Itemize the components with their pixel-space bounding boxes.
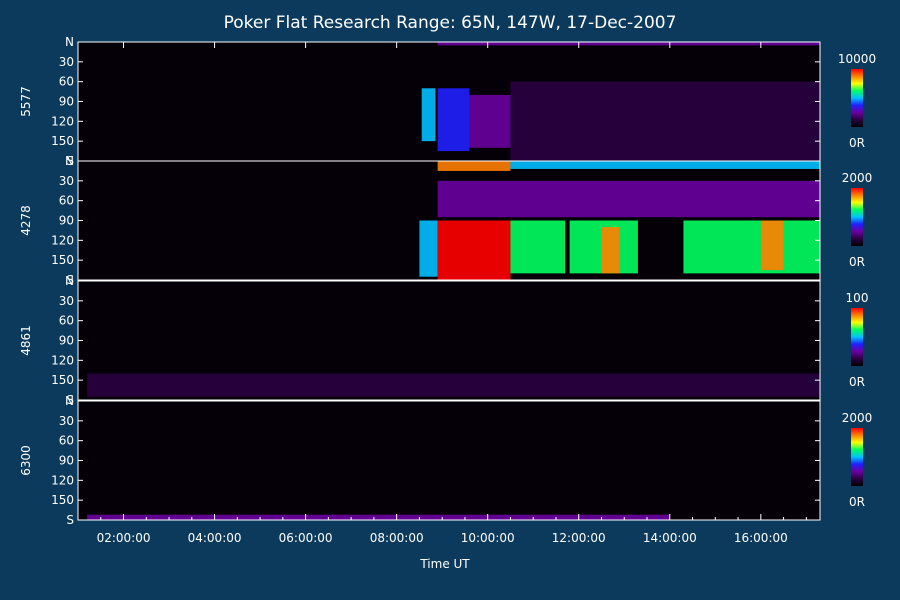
y-tick-label: S [66, 393, 74, 407]
y-tick-label: S [66, 513, 74, 527]
y-tick-label: 30 [59, 294, 74, 308]
y-tick-label: 90 [59, 454, 74, 468]
intensity-region [437, 161, 511, 171]
y-tick-label: 60 [59, 434, 74, 448]
y-tick-label: 150 [51, 253, 74, 267]
x-tick-label: 14:00:00 [643, 531, 697, 545]
x-tick-label: 02:00:00 [97, 531, 151, 545]
y-tick-label: 150 [51, 493, 74, 507]
y-tick-label: 90 [59, 214, 74, 228]
y-tick-label: N [65, 35, 74, 49]
colorbar-max-label: 2000 [842, 411, 873, 425]
y-tick-label: 60 [59, 75, 74, 89]
intensity-region [510, 220, 566, 274]
x-tick-label: 08:00:00 [370, 531, 424, 545]
intensity-region [760, 220, 784, 271]
intensity-region [87, 514, 670, 520]
x-tick-label: 16:00:00 [734, 531, 788, 545]
panel-6300: N 30 60 90 120 150 S 6300 2000 0R [19, 394, 872, 527]
intensity-region [437, 180, 820, 218]
panel-background [78, 401, 820, 520]
intensity-region [510, 81, 820, 161]
intensity-region [510, 161, 820, 169]
y-tick-label: 120 [51, 353, 74, 367]
y-tick-label: 60 [59, 314, 74, 328]
colorbar-min-label: 0R [849, 255, 865, 269]
y-tick-label: 60 [59, 194, 74, 208]
y-tick-label: S [66, 273, 74, 287]
x-tick-label: 12:00:00 [552, 531, 606, 545]
intensity-region [437, 88, 470, 152]
y-tick-label: 30 [59, 414, 74, 428]
x-tick-label: 06:00:00 [279, 531, 333, 545]
intensity-region [437, 220, 511, 280]
colorbar [851, 308, 863, 366]
y-tick-label: 90 [59, 334, 74, 348]
colorbar-max-label: 100 [846, 291, 869, 305]
intensity-region [421, 88, 436, 142]
intensity-region [601, 227, 620, 274]
y-tick-label: 120 [51, 233, 74, 247]
panel-label: 4278 [19, 205, 33, 236]
colorbar-min-label: 0R [849, 375, 865, 389]
y-tick-label: 150 [51, 373, 74, 387]
panel-label: 4861 [19, 325, 33, 356]
y-tick-label: N [65, 394, 74, 408]
panels: N 30 60 90 120 150 S 5577 10000 0R N 30 60 90 120 150 S 4… [19, 35, 876, 527]
y-tick-label: 120 [51, 114, 74, 128]
colorbar-min-label: 0R [849, 136, 865, 150]
intensity-region [87, 373, 820, 397]
y-tick-label: 30 [59, 55, 74, 69]
colorbar-min-label: 0R [849, 495, 865, 509]
colorbar [851, 69, 863, 127]
panel-5577: N 30 60 90 120 150 S 5577 10000 0R [19, 35, 876, 168]
x-axis: 02:00:00 04:00:00 06:00:00 08:00:00 10:00:00… [97, 42, 807, 545]
chart-title: Poker Flat Research Range: 65N, 147W, 17… [224, 13, 677, 33]
x-tick-label: 10:00:00 [461, 531, 515, 545]
y-tick-label: 30 [59, 174, 74, 188]
x-axis-label: Time UT [419, 557, 470, 571]
x-tick-label: 04:00:00 [188, 531, 242, 545]
y-tick-label: S [66, 154, 74, 168]
panel-label: 6300 [19, 445, 33, 476]
intensity-region [683, 220, 820, 274]
colorbar-max-label: 2000 [842, 171, 873, 185]
colorbar [851, 188, 863, 246]
y-tick-label: N [65, 274, 74, 288]
y-tick-label: 150 [51, 134, 74, 148]
intensity-region [437, 42, 820, 46]
colorbar-max-label: 10000 [838, 52, 876, 66]
intensity-region [419, 220, 438, 277]
intensity-region [469, 94, 511, 148]
panel-label: 5577 [19, 86, 33, 117]
colorbar [851, 428, 863, 486]
panel-4861: N 30 60 90 120 150 S 4861 100 0R [19, 274, 868, 407]
y-tick-label: N [65, 154, 74, 168]
y-tick-label: 120 [51, 473, 74, 487]
y-tick-label: 90 [59, 95, 74, 109]
panel-4278: N 30 60 90 120 150 S 4278 2000 0R [19, 154, 872, 287]
